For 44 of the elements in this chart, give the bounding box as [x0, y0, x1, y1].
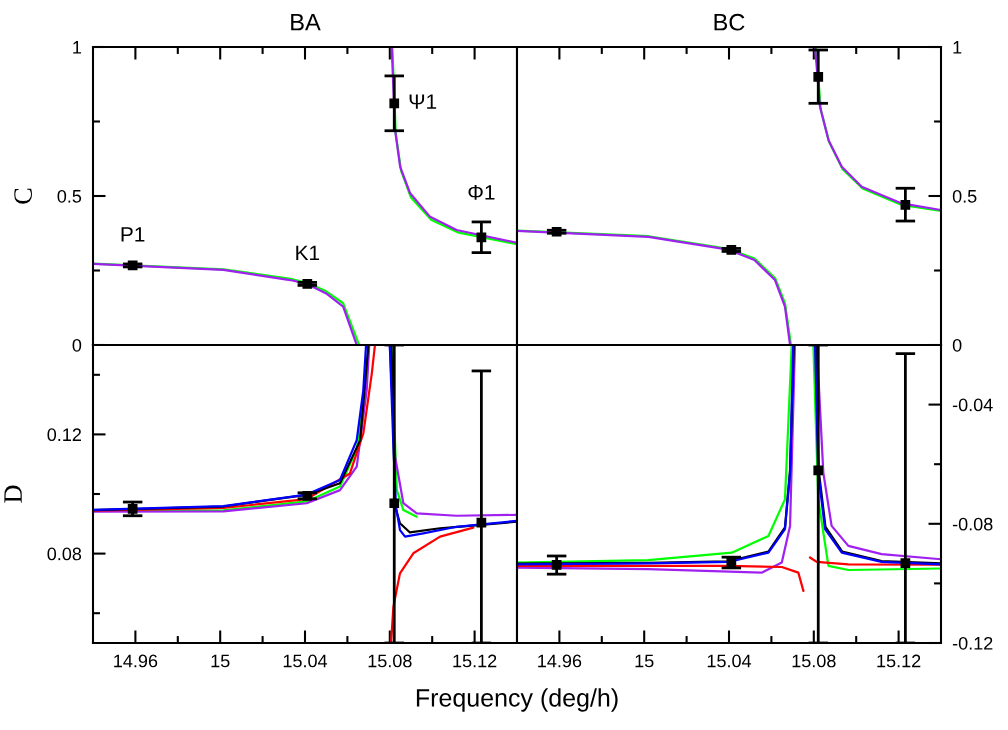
y-tick-label: 0.08 [47, 547, 82, 561]
point [900, 200, 911, 210]
x-tick-label: 15.08 [792, 654, 836, 668]
x-tick-label: 15.12 [453, 654, 497, 668]
x-tick-label: 15.12 [877, 654, 921, 668]
y2-tick-label: 0.5 [952, 189, 977, 203]
point [551, 226, 562, 237]
point [389, 498, 400, 509]
point [302, 279, 313, 289]
y2-tick-label: -0.08 [952, 517, 993, 531]
x-tick-label: 15.08 [368, 654, 412, 668]
point [127, 504, 138, 514]
chart-title: BA [291, 14, 321, 31]
point [127, 260, 138, 271]
x-tick-label: 14.96 [538, 654, 582, 668]
chart-title: BC [714, 13, 745, 31]
x-axis-title: Frequency (deg/h) [416, 688, 618, 712]
x-tick-label: 15.04 [707, 654, 752, 668]
x-tick-label: 15 [635, 654, 654, 668]
y-axis-title: C [14, 188, 32, 204]
annotation: Φ1 [468, 185, 495, 200]
y-axis-title: D [4, 485, 22, 503]
y2-tick-label: -0.12 [952, 636, 993, 650]
y-tick-label: 0.12 [47, 428, 81, 442]
x-tick-label: 15 [211, 654, 230, 668]
y-tick-label: 1 [73, 41, 82, 54]
point [551, 560, 562, 570]
point [389, 98, 400, 109]
point [813, 71, 824, 82]
point [900, 558, 911, 568]
y2-tick-label: 0 [952, 338, 962, 352]
y2-tick-label: 1 [953, 41, 962, 54]
annotation: K1 [296, 245, 320, 261]
y-tick-label: 0 [72, 338, 82, 352]
point [302, 490, 313, 501]
point [726, 245, 737, 255]
annotation: Ψ1 [409, 94, 437, 109]
point [726, 557, 737, 568]
y2-tick-label: -0.04 [952, 398, 993, 412]
annotation: P1 [121, 227, 145, 242]
y-tick-label: 0.5 [57, 189, 82, 203]
point [813, 465, 824, 476]
x-tick-label: 14.96 [114, 654, 158, 668]
x-tick-label: 15.04 [283, 654, 328, 668]
